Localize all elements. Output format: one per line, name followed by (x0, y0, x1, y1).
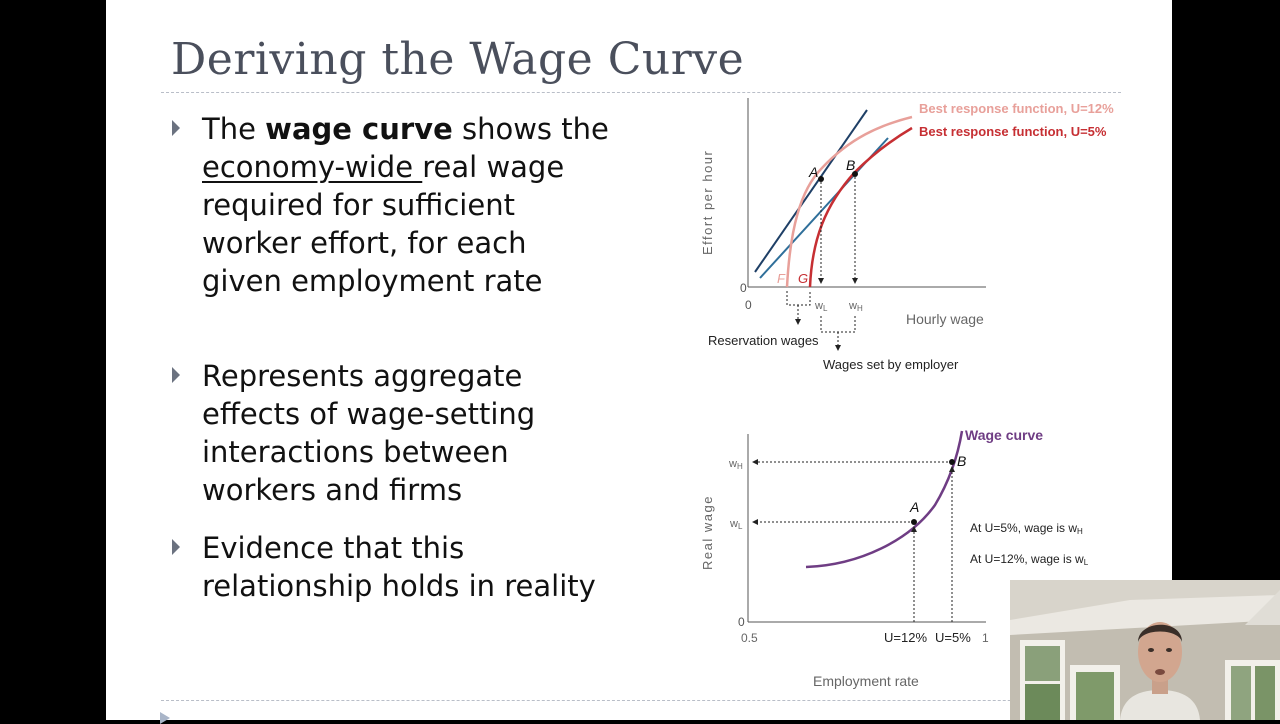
bullet-1-underlined: economy-wide (202, 150, 423, 184)
tick-x-u12: U=12% (884, 630, 927, 645)
window-left-view-lower (1025, 684, 1060, 720)
employer-label: Wages set by employer (823, 357, 959, 372)
presenter-face (1138, 622, 1182, 682)
window-middle-view (1076, 672, 1114, 720)
annotation-u5-sub: H (1077, 527, 1083, 536)
annotation-u12-main: At U=12%, wage is w (970, 552, 1084, 566)
tick-wl-top-sub: L (823, 304, 828, 313)
annotation-u5: At U=5%, wage is wH (970, 521, 1083, 536)
bottom-origin-y: 0 (738, 615, 745, 629)
slide-title: Deriving the Wage Curve (171, 34, 745, 85)
bullet-1-text: The wage curve shows the economy-wide re… (202, 110, 612, 300)
presenter-eye-right (1166, 648, 1172, 652)
point-b-bottom-label: B (957, 453, 966, 469)
presenter-shirt (1120, 690, 1200, 720)
bullet-2: Represents aggregate effects of wage-set… (172, 357, 612, 509)
point-a (818, 176, 824, 182)
reservation-label: Reservation wages (708, 333, 819, 348)
point-a-bottom-label: A (909, 499, 919, 515)
isocost-line-a (754, 109, 868, 273)
point-b-bottom (949, 459, 955, 465)
bullet-3-text: Evidence that this relationship holds in… (202, 531, 596, 603)
title-divider (161, 92, 1121, 93)
tick-wh-bottom-main: w (728, 458, 737, 470)
bullet-1-part1: The (202, 112, 266, 146)
point-b-label: B (846, 157, 855, 173)
footer-divider (161, 700, 1121, 701)
best-response-curve-u5 (808, 126, 913, 288)
top-origin-x: 0 (745, 298, 752, 312)
presenter-hair (1138, 624, 1182, 642)
bullet-arrow-icon (172, 120, 180, 136)
top-x-label: Hourly wage (906, 311, 984, 327)
next-slide-arrow-icon[interactable] (160, 712, 170, 724)
point-f-label: F (777, 271, 786, 286)
skylight (1245, 590, 1280, 625)
ceiling-beam (1010, 595, 1280, 635)
point-b (852, 171, 858, 177)
top-chart: Effort per hour 0 0 Hourly wage Best res… (700, 98, 1114, 372)
tick-wh-top-main: w (848, 300, 857, 312)
employer-bracket (820, 316, 856, 333)
window-right-view-b (1255, 666, 1275, 720)
bottom-y-label: Real wage (700, 495, 715, 570)
tick-x-u5: U=5% (935, 630, 971, 645)
slide: Deriving the Wage Curve The wage curve s… (106, 0, 1172, 720)
point-a-bottom (911, 519, 917, 525)
presenter-neck (1152, 680, 1168, 694)
bottom-x-label: Employment rate (813, 673, 919, 689)
legend-u5: Best response function, U=5% (919, 124, 1107, 139)
best-response-curve-u12 (785, 115, 913, 288)
legend-u12: Best response function, U=12% (919, 101, 1114, 116)
tick-wh-bottom: wH (728, 458, 743, 471)
tick-wl-bottom: wL (729, 518, 743, 531)
tick-wl-bottom-sub: L (738, 522, 743, 531)
bullet-1: The wage curve shows the economy-wide re… (172, 110, 612, 300)
webcam-feed (1010, 580, 1280, 720)
tick-wl-top: wL (814, 300, 828, 313)
presenter-webcam (1010, 580, 1280, 720)
top-y-label: Effort per hour (700, 150, 715, 255)
tick-wh-top: wH (848, 300, 863, 313)
top-origin-y: 0 (740, 281, 747, 295)
bullet-1-part2: shows the (452, 112, 609, 146)
bullet-2-text: Represents aggregate effects of wage-set… (202, 359, 536, 507)
bullet-1-part3: real wage required for sufficient worker… (202, 150, 565, 298)
bullet-arrow-icon (172, 539, 180, 555)
presenter-mouth (1155, 669, 1165, 675)
window-right-view-a (1231, 666, 1251, 720)
window-left-view (1025, 646, 1060, 681)
presenter-eye-left (1148, 648, 1154, 652)
point-a-label: A (808, 164, 818, 180)
tick-wl-top-main: w (814, 300, 823, 312)
wage-curve (805, 430, 964, 569)
reservation-bracket (786, 291, 811, 306)
tick-x-05: 0.5 (741, 631, 758, 645)
annotation-u12-sub: L (1084, 558, 1089, 567)
tick-wl-bottom-main: w (729, 518, 738, 530)
bullet-arrow-icon (172, 367, 180, 383)
wage-curve-label: Wage curve (965, 427, 1043, 443)
annotation-u12: At U=12%, wage is wL (970, 552, 1089, 567)
bullet-1-bold: wage curve (265, 112, 453, 146)
tick-wh-bottom-sub: H (737, 462, 743, 471)
point-g-label: G (798, 271, 808, 286)
annotation-u5-main: At U=5%, wage is w (970, 521, 1077, 535)
bullet-3: Evidence that this relationship holds in… (172, 529, 612, 605)
bottom-chart: Real wage 0 Wage curve A B wH wL 0.5 U=1… (700, 427, 1089, 689)
tick-wh-top-sub: H (857, 304, 863, 313)
tick-x-1: 1 (982, 631, 989, 645)
